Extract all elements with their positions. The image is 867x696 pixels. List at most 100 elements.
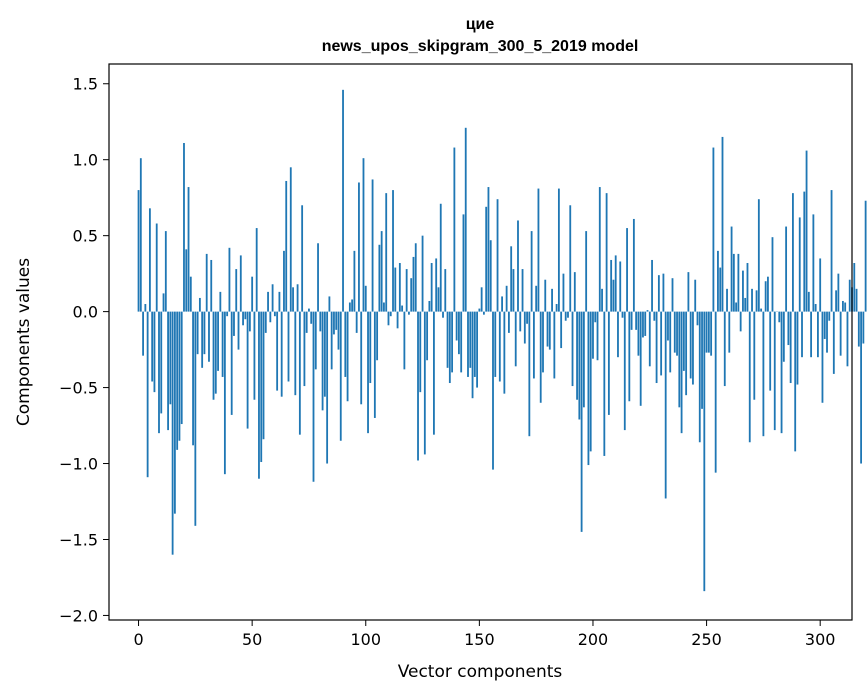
bar: [664, 311, 667, 499]
bar: [546, 311, 549, 347]
bar: [767, 276, 769, 312]
bar: [196, 311, 199, 355]
bar: [846, 311, 849, 367]
bar: [285, 180, 288, 312]
bar: [185, 249, 188, 312]
bar: [283, 250, 285, 312]
bar: [210, 259, 213, 312]
bar: [607, 311, 610, 415]
bar: [789, 311, 792, 384]
bar: [208, 311, 210, 362]
bar: [560, 311, 563, 349]
bar: [855, 288, 858, 312]
bar: [269, 311, 272, 323]
bar: [751, 288, 753, 312]
bar: [248, 311, 251, 332]
bar: [246, 311, 249, 429]
y-tick-label: 1.5: [73, 75, 98, 94]
bar: [714, 311, 717, 473]
bar: [569, 205, 572, 312]
bar: [355, 311, 358, 333]
bar: [769, 311, 772, 391]
bar: [253, 311, 256, 400]
bar: [401, 305, 404, 312]
bar: [830, 190, 833, 312]
bar: [162, 293, 165, 312]
bar: [489, 240, 492, 312]
bar: [726, 288, 728, 312]
bar: [501, 296, 503, 312]
bar: [517, 220, 519, 312]
bar: [782, 311, 785, 362]
bar: [707, 311, 710, 353]
bar: [519, 311, 522, 332]
x-tick-label: 200: [578, 630, 609, 649]
bar: [576, 311, 578, 400]
bar: [410, 278, 413, 312]
bar: [303, 311, 306, 387]
bar: [605, 193, 608, 312]
bar: [589, 311, 592, 452]
bar: [442, 311, 444, 318]
bar: [346, 311, 349, 402]
x-tick-label: 100: [350, 630, 381, 649]
x-axis: 0 50 100 150 200 250 300: [133, 620, 835, 649]
bar: [798, 217, 801, 312]
bar: [662, 273, 665, 312]
bar: [148, 208, 151, 312]
bar: [817, 311, 819, 358]
bar: [835, 290, 838, 312]
bar: [587, 311, 590, 466]
bar: [398, 263, 401, 312]
bar: [796, 311, 799, 385]
bar: [353, 250, 356, 312]
bar: [567, 311, 569, 318]
bar: [394, 267, 397, 312]
bar: [839, 311, 842, 356]
bar: [321, 311, 324, 411]
x-tick-label: 50: [242, 630, 262, 649]
bar: [194, 311, 197, 526]
bar: [214, 311, 217, 394]
x-axis-label: Vector components: [398, 662, 563, 682]
bar: [617, 311, 619, 358]
bar: [651, 259, 653, 312]
bar: [178, 311, 181, 441]
bar: [237, 311, 240, 350]
bar: [610, 259, 613, 312]
bar: [294, 311, 297, 396]
bar: [292, 287, 294, 312]
bar: [760, 308, 763, 312]
bar: [753, 311, 756, 400]
bar: [155, 223, 158, 312]
bar: [723, 311, 726, 387]
bar: [385, 193, 388, 312]
y-tick-label: 0.5: [73, 227, 98, 246]
bar: [619, 261, 622, 312]
bar: [526, 311, 528, 324]
bar: [701, 311, 703, 409]
bar: [305, 311, 308, 333]
bar: [694, 279, 697, 312]
bar: [146, 311, 149, 478]
bar: [657, 275, 660, 312]
bar: [503, 311, 506, 394]
bar: [205, 253, 208, 312]
bar: [337, 311, 340, 350]
bar: [507, 311, 510, 333]
bar: [198, 297, 201, 312]
bar: [521, 269, 524, 312]
bar: [557, 188, 560, 312]
y-tick-label: −0.5: [59, 379, 98, 398]
bar: [685, 311, 688, 396]
bar: [737, 253, 740, 312]
bar: [414, 243, 417, 312]
y-tick-label: 0.0: [73, 303, 98, 322]
bar: [176, 311, 179, 450]
bar: [428, 300, 431, 312]
bar: [710, 311, 713, 356]
bar: [498, 311, 501, 382]
bar: [144, 304, 147, 312]
bar: [580, 311, 583, 532]
bar: [380, 231, 383, 312]
